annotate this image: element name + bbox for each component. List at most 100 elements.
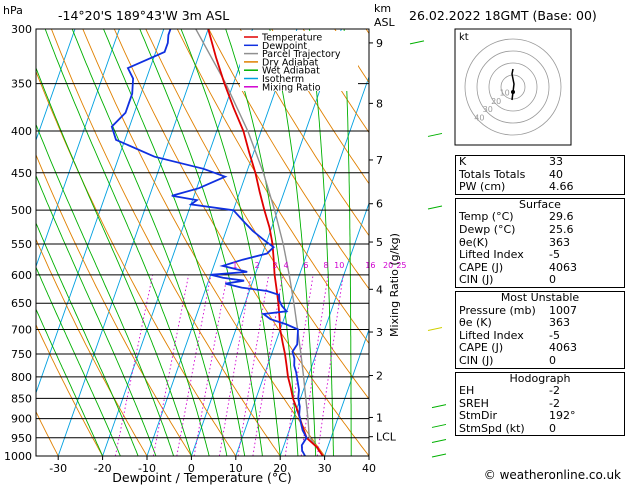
surface-temp-row: Temp (°C) 29.6 <box>456 211 624 224</box>
km-tick-label: 8 <box>376 97 383 110</box>
copyright: © weatheronline.co.uk <box>483 468 621 482</box>
legend-entry-label: Dry Adiabat <box>262 57 319 68</box>
wet-adiabat-line <box>44 29 210 456</box>
pressure-tick-label: 600 <box>11 269 32 282</box>
x-tick-label: -20 <box>94 462 112 475</box>
mu-thetae-label: θe (K) <box>459 316 492 330</box>
x-tick-label: 0 <box>188 462 195 475</box>
asl-unit-label: ASL <box>374 16 396 29</box>
mu-lifted-index-label: Lifted Index <box>459 328 524 342</box>
wind-barb <box>431 453 447 458</box>
eh-row: EH -2 <box>456 384 624 398</box>
totals-totals-value: 40 <box>549 167 563 181</box>
hodograph-ring-label: 20 <box>491 97 501 106</box>
pressure-tick-label: 750 <box>11 348 32 361</box>
wind-barb <box>427 132 443 137</box>
mixing-ratio-line <box>316 274 344 456</box>
legend-entry-label: Temperature <box>261 33 322 44</box>
mu-lifted-index-value: -5 <box>549 328 560 342</box>
hodograph-ring <box>476 50 550 124</box>
surface-temp-value: 29.6 <box>549 210 574 224</box>
x-tick-label: -30 <box>49 462 67 475</box>
most-unstable-box: Most Unstable Pressure (mb) 1007 θe (K) … <box>455 290 625 369</box>
mu-thetae-value: 363 <box>549 316 570 330</box>
surface-thetae-label: θe(K) <box>459 235 489 249</box>
km-tick-label: 3 <box>376 326 383 339</box>
k-index-row: K 33 <box>456 155 624 169</box>
pressure-tick-label: 450 <box>11 167 32 180</box>
pressure-tick-label: 800 <box>11 371 32 384</box>
hodograph-ring-label: 40 <box>474 114 484 123</box>
surface-temp-label: Temp (°C) <box>459 210 514 224</box>
isotherm-line <box>279 201 369 456</box>
temperature-series-line <box>207 29 324 456</box>
km-tick-label: 6 <box>376 198 383 211</box>
surface-cin-row: CIN (J) 0 <box>456 274 624 287</box>
mu-lifted-index-row: Lifted Index -5 <box>456 328 624 343</box>
mu-pressure-row: Pressure (mb) 1007 <box>456 303 624 318</box>
mixing-ratio-line <box>114 274 154 456</box>
legend-entry-label: Wet Adiabat <box>262 66 320 77</box>
surface-thetae-row: θe(K) 363 <box>456 235 624 250</box>
dry-adiabat-line <box>271 29 369 185</box>
stmdir-value: 192° <box>549 409 576 423</box>
stats-panel: K 33 Totals Totals 40 PW (cm) 4.66 Surfa… <box>455 155 625 439</box>
hpa-unit-label: hPa <box>3 4 23 17</box>
isotherm-line <box>36 29 165 395</box>
location-title: -14°20'S 189°43'W 3m ASL <box>58 8 229 23</box>
km-tick-label: 7 <box>376 154 383 167</box>
surface-dewp-label: Dewp (°C) <box>459 222 516 236</box>
totals-totals-label: Totals Totals <box>459 167 526 181</box>
wind-barb <box>409 40 425 45</box>
surface-cape-value: 4063 <box>549 260 577 274</box>
mixing-ratio-axis-label: Mixing Ratio (g/kg) <box>388 233 401 337</box>
mu-cin-value: 0 <box>549 353 556 367</box>
legend-entry-label: Isotherm <box>262 74 304 85</box>
mu-cape-label: CAPE (J) <box>459 341 504 355</box>
surface-dewp-row: Dewp (°C) 25.6 <box>456 222 624 237</box>
parcel-trajectory-series-line <box>195 29 324 456</box>
hodograph-ring <box>488 62 538 112</box>
sreh-row: SREH -2 <box>456 397 624 411</box>
stmspd-row: StmSpd (kt) 0 <box>456 421 624 436</box>
mu-pressure-label: Pressure (mb) <box>459 303 536 317</box>
isotherm-line <box>146 29 298 456</box>
k-index-label: K <box>459 155 467 168</box>
k-index-value: 33 <box>549 155 563 168</box>
pressure-tick-label: 550 <box>11 238 32 251</box>
surface-lifted-index-row: Lifted Index -5 <box>456 249 624 262</box>
isotherm-line <box>324 328 369 456</box>
stmspd-label: StmSpd (kt) <box>459 421 525 435</box>
legend-background <box>240 31 358 91</box>
surface-lifted-index-label: Lifted Index <box>459 248 524 262</box>
km-tick-label: 1 <box>376 411 383 424</box>
pressure-tick-label: 400 <box>11 125 32 138</box>
surface-cin-label: CIN (J) <box>459 273 494 287</box>
stmspd-value: 0 <box>549 421 556 435</box>
isotherm-line <box>57 29 209 456</box>
x-tick-label: 10 <box>229 462 243 475</box>
mixing-ratio-label: 25 <box>396 261 406 270</box>
wind-barb <box>431 423 447 428</box>
pressure-tick-label: 850 <box>11 392 32 405</box>
km-tick-label: 5 <box>376 236 383 249</box>
eh-label: EH <box>459 384 475 398</box>
km-tick-label: 4 <box>376 283 383 296</box>
mu-cin-label: CIN (J) <box>459 353 494 367</box>
mu-cape-value: 4063 <box>549 341 577 355</box>
pw-label: PW (cm) <box>459 180 506 194</box>
datetime-title: 26.02.2022 18GMT (Base: 00) <box>409 8 597 23</box>
isotherm-line <box>235 75 369 456</box>
x-axis-label: Dewpoint / Temperature (°C) <box>112 470 291 485</box>
mu-cin-row: CIN (J) 0 <box>456 353 624 368</box>
dewpoint-series-line <box>110 29 308 456</box>
mixing-ratio-label: 10 <box>334 261 344 270</box>
wind-barb <box>431 439 447 444</box>
wet-adiabat-line <box>36 308 104 456</box>
mixing-ratio-label: 2 <box>255 261 260 270</box>
km-unit-label: km <box>374 2 391 15</box>
km-tick-label: 2 <box>376 370 383 383</box>
